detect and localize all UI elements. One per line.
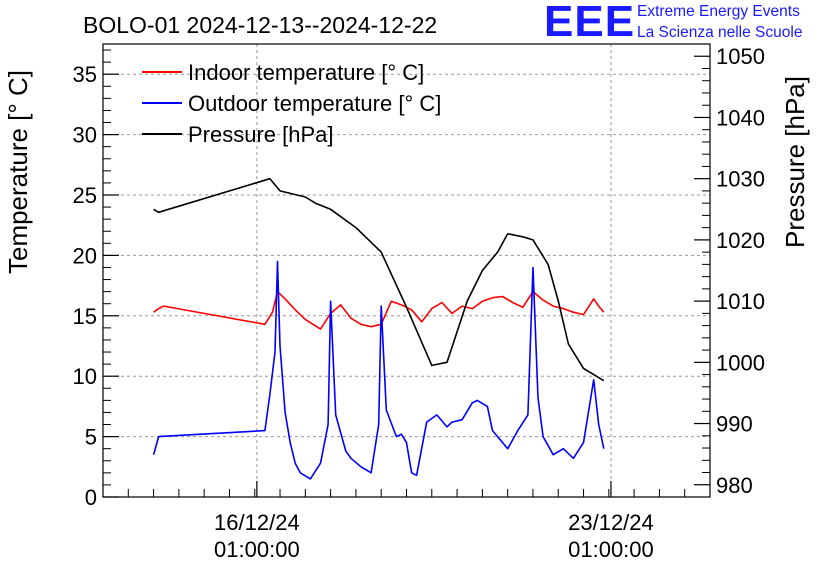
x-tick-label-time: 01:00:00 bbox=[214, 537, 300, 562]
y2-tick-label: 1020 bbox=[716, 228, 765, 253]
eee-logo: EEE Extreme Energy Events La Scienza nel… bbox=[544, 0, 834, 46]
x-tick-label-date: 16/12/24 bbox=[214, 510, 300, 535]
series-line-2 bbox=[153, 177, 605, 382]
y2-axis-label: Pressure [hPa] bbox=[780, 76, 810, 248]
legend: Indoor temperature [° C] Outdoor temperat… bbox=[142, 60, 441, 147]
y-tick-label: 0 bbox=[85, 485, 97, 510]
logo-line-1: Extreme Energy Events bbox=[637, 3, 800, 20]
y-tick-label: 5 bbox=[85, 425, 97, 450]
y2-tick-label: 1010 bbox=[716, 289, 765, 314]
logo-line-2: La Scienza nelle Scuole bbox=[637, 24, 803, 41]
series-line-1 bbox=[152, 260, 605, 480]
y2-tick-label: 990 bbox=[716, 412, 753, 437]
y2-tick-label: 1050 bbox=[716, 44, 765, 69]
y-tick-label: 20 bbox=[73, 243, 97, 268]
x-tick-label-time: 01:00:00 bbox=[568, 537, 654, 562]
legend-label-0: Indoor temperature [° C] bbox=[188, 60, 424, 85]
y-axis-label: Temperature [° C] bbox=[3, 70, 33, 274]
logo-mark: EEE bbox=[544, 0, 636, 46]
y2-tick-label: 1030 bbox=[716, 167, 765, 192]
y-tick-label: 25 bbox=[73, 183, 97, 208]
y2-tick-label: 1000 bbox=[716, 350, 765, 375]
grid-lines bbox=[103, 44, 710, 497]
y-tick-label: 35 bbox=[73, 62, 97, 87]
axes-layer: 0 5 10 15 20 25 30 35 980 990 1000 1010 1020 1030 1040… bbox=[73, 43, 765, 562]
legend-label-2: Pressure [hPa] bbox=[188, 122, 334, 147]
y-tick-label: 15 bbox=[73, 304, 97, 329]
y2-tick-label: 1040 bbox=[716, 105, 765, 130]
y-tick-label: 10 bbox=[73, 364, 97, 389]
y2-tick-label: 980 bbox=[716, 473, 753, 498]
y-tick-label: 30 bbox=[73, 123, 97, 148]
series-layer bbox=[152, 177, 605, 480]
x-tick-label-date: 23/12/24 bbox=[568, 510, 654, 535]
chart-title: BOLO-01 2024-12-13--2024-12-22 bbox=[83, 12, 437, 38]
legend-label-1: Outdoor temperature [° C] bbox=[188, 91, 441, 116]
series-line-0 bbox=[153, 290, 605, 330]
